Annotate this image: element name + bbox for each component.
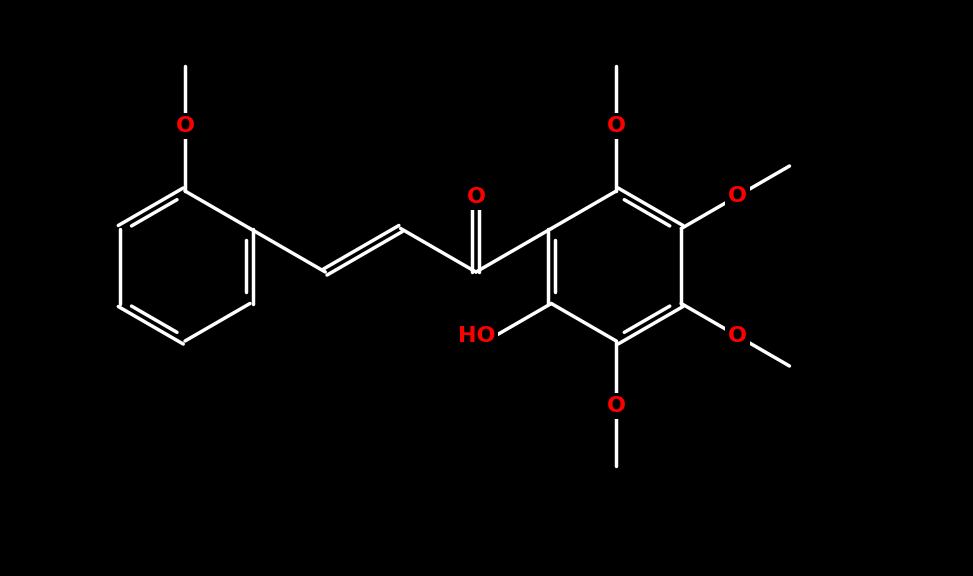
Text: O: O (607, 116, 626, 136)
Text: O: O (175, 116, 195, 136)
Text: HO: HO (457, 326, 495, 346)
Text: O: O (607, 396, 626, 416)
Text: O: O (728, 326, 747, 346)
Text: O: O (728, 186, 747, 206)
Text: O: O (466, 187, 486, 207)
